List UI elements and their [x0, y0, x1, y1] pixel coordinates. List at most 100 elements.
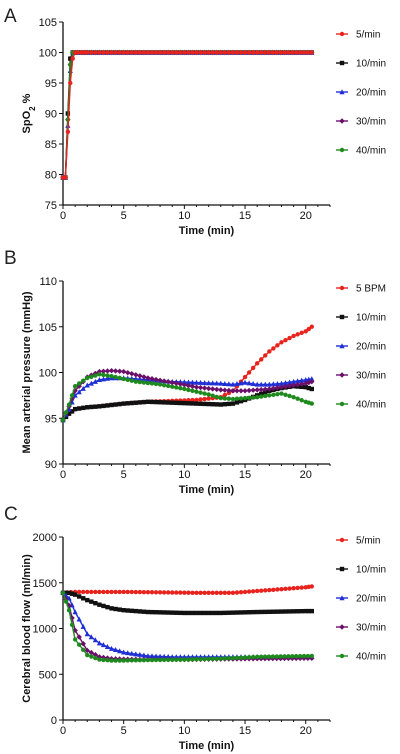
- data-point: [153, 376, 159, 383]
- data-point: [202, 391, 207, 396]
- data-point: [113, 606, 118, 612]
- data-point: [161, 610, 167, 615]
- data-point: [100, 376, 107, 382]
- data-point: [89, 404, 94, 410]
- legend-marker: [339, 372, 345, 378]
- data-point: [63, 599, 69, 604]
- legend-marker: [339, 566, 345, 572]
- data-point: [218, 395, 223, 401]
- data-point: [100, 642, 107, 648]
- data-point: [165, 383, 171, 389]
- y-axis-title-text: SpO: [21, 110, 33, 133]
- data-point: [76, 642, 82, 647]
- data-point: [226, 401, 232, 407]
- data-point: [69, 409, 75, 414]
- data-point: [306, 326, 311, 332]
- legend-label: 20/min: [356, 594, 386, 605]
- data-point: [112, 647, 119, 653]
- data-point: [72, 609, 78, 615]
- data-point: [267, 609, 272, 615]
- data-point: [250, 380, 256, 386]
- legend-entry: 5/min: [336, 536, 380, 547]
- data-point: [157, 382, 163, 387]
- data-point: [206, 50, 211, 55]
- data-point: [174, 590, 179, 595]
- data-point: [141, 589, 147, 595]
- data-point: [230, 388, 236, 394]
- data-point: [76, 389, 82, 395]
- y-tick-label: 1000: [33, 624, 57, 636]
- data-point: [157, 657, 163, 663]
- data-point: [181, 379, 187, 385]
- data-point: [291, 609, 296, 614]
- data-point: [68, 56, 73, 61]
- data-point: [141, 399, 147, 405]
- data-point: [178, 657, 183, 662]
- data-point: [210, 610, 215, 616]
- data-point: [238, 396, 244, 401]
- data-point: [271, 609, 276, 614]
- data-point: [101, 657, 106, 663]
- data-point: [230, 381, 236, 387]
- series-30-min: [60, 367, 315, 423]
- data-point: [121, 589, 126, 595]
- data-point: [287, 335, 292, 341]
- data-point: [278, 380, 285, 386]
- data-point: [72, 627, 78, 634]
- data-point: [185, 379, 192, 385]
- data-point: [254, 654, 260, 660]
- data-point: [230, 655, 236, 661]
- data-point: [210, 402, 215, 407]
- data-point: [266, 50, 272, 55]
- data-point: [306, 608, 311, 614]
- data-point: [218, 380, 224, 386]
- data-point: [295, 378, 301, 384]
- data-point: [149, 657, 155, 663]
- data-point: [186, 401, 191, 406]
- data-point: [97, 50, 102, 55]
- data-point: [105, 403, 110, 408]
- series-10-min: [60, 384, 314, 423]
- data-point: [88, 649, 95, 656]
- data-point: [206, 396, 211, 401]
- x-tick-label: 15: [239, 210, 251, 222]
- data-point: [113, 658, 118, 663]
- data-point: [84, 382, 90, 388]
- data-point: [129, 658, 134, 663]
- legend-entry: 10/min: [336, 59, 386, 70]
- data-point: [145, 399, 151, 404]
- data-point: [291, 395, 296, 400]
- y-tick-label: 105: [39, 322, 57, 334]
- data-point: [133, 589, 139, 595]
- y-tick-label: 80: [45, 170, 57, 182]
- data-point: [117, 50, 122, 55]
- y-tick-label: 110: [39, 276, 57, 288]
- series-line: [63, 51, 312, 179]
- data-point: [137, 50, 143, 55]
- data-point: [309, 376, 315, 382]
- data-point: [266, 386, 273, 392]
- legend-entry: 30/min: [336, 117, 386, 128]
- data-point: [306, 385, 311, 391]
- data-point: [214, 656, 219, 661]
- data-point: [121, 376, 126, 382]
- data-point: [125, 658, 130, 663]
- data-point: [165, 400, 171, 405]
- data-point: [282, 654, 287, 659]
- data-point: [137, 609, 143, 614]
- y-tick-label: 100: [39, 368, 57, 380]
- data-point: [81, 647, 86, 653]
- data-point: [202, 590, 207, 596]
- y-tick-label: 100: [39, 48, 57, 60]
- data-point: [214, 394, 219, 400]
- data-point: [206, 392, 211, 397]
- data-point: [303, 384, 308, 390]
- data-point: [267, 349, 272, 354]
- legend-marker: [339, 537, 345, 543]
- data-point: [60, 417, 66, 423]
- data-point: [271, 346, 276, 351]
- data-point: [117, 401, 122, 407]
- data-point: [193, 384, 200, 390]
- x-tick-label: 5: [121, 469, 127, 481]
- data-point: [137, 373, 143, 379]
